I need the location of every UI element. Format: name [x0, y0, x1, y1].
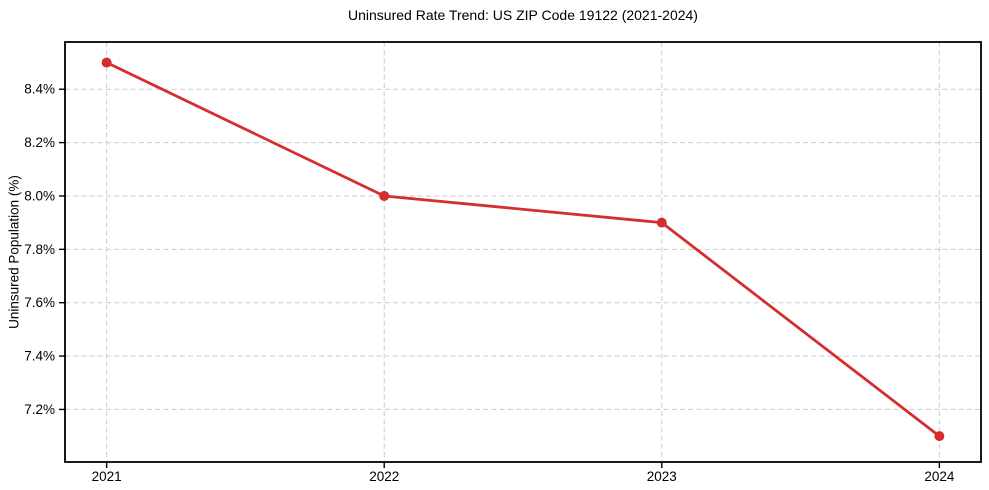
y-tick-label: 7.6% — [24, 295, 55, 310]
x-tick-label: 2023 — [647, 469, 677, 484]
plot-border — [64, 41, 982, 463]
trend-line — [105, 61, 941, 438]
y-tick-label: 7.4% — [24, 349, 55, 364]
x-tick-label: 2022 — [369, 469, 399, 484]
data-point-marker — [934, 431, 945, 442]
x-tick-label: 2024 — [924, 469, 955, 484]
chart-title: Uninsured Rate Trend: US ZIP Code 19122 … — [348, 7, 698, 23]
data-point-marker — [656, 217, 667, 228]
data-point-marker — [101, 57, 112, 68]
y-tick-label: 8.0% — [24, 188, 55, 203]
y-tick-label: 8.4% — [24, 82, 55, 97]
y-tick-label: 7.8% — [24, 242, 55, 257]
y-tick-label: 8.2% — [24, 135, 55, 150]
data-point-marker — [379, 190, 390, 201]
y-tick-label: 7.2% — [24, 402, 55, 417]
x-tick-label: 2021 — [92, 469, 122, 484]
